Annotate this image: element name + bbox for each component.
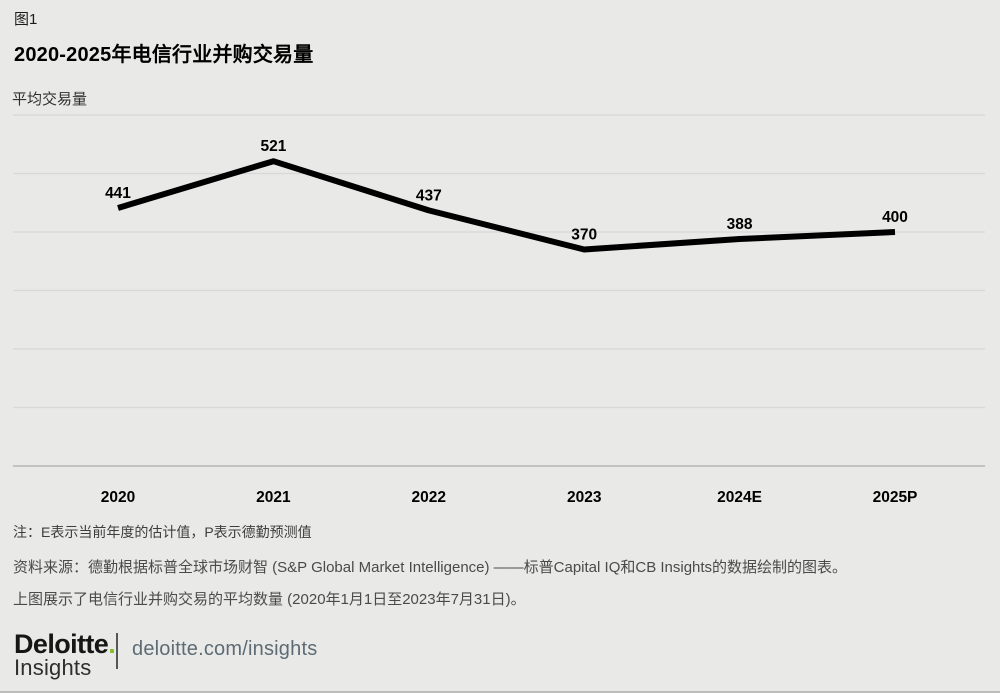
data-line: [117, 158, 896, 253]
deloitte-logo: Deloitte. Insights: [14, 629, 116, 680]
source-line-1: 资料来源：德勤根据标普全球市场财智 (S&P Global Market Int…: [13, 559, 848, 576]
brand-green-dot: .: [108, 629, 116, 659]
page-title: 2020-2025年电信行业并购交易量: [14, 44, 314, 66]
footer-divider: [116, 633, 118, 669]
data-label: 437: [416, 187, 442, 204]
source-line-2: 上图展示了电信行业并购交易的平均数量 (2020年1月1日至2023年7月31日…: [13, 591, 526, 608]
y-axis-label: 平均交易量: [12, 91, 88, 108]
source-text: 资料来源：德勤根据标普全球市场财智 (S&P Global Market Int…: [13, 552, 973, 616]
data-label: 400: [882, 209, 908, 226]
brand-wordmark: Deloitte.: [14, 629, 116, 659]
x-axis-label: 2020: [101, 489, 135, 506]
line-chart-svg: 441 521 437 370 388 400 2020 2021 2022 2023 2024E 2…: [13, 114, 985, 506]
x-axis-label: 2022: [412, 489, 446, 506]
x-axis-label: 2021: [256, 489, 291, 506]
data-label: 370: [571, 227, 597, 244]
brand-sub-wordmark: Insights: [14, 655, 92, 680]
brand-name: Deloitte: [14, 629, 109, 659]
data-label: 441: [105, 185, 131, 202]
x-axis-label: 2024E: [717, 489, 762, 506]
x-axis-label: 2025P: [873, 489, 918, 506]
chart-note: 注：E表示当前年度的估计值，P表示德勤预测值: [13, 524, 312, 540]
x-axis-label: 2023: [567, 489, 602, 506]
data-label: 521: [260, 138, 286, 155]
figure-label: 图1: [14, 11, 38, 28]
footer-url-link[interactable]: deloitte.com/insights: [132, 638, 318, 660]
data-label: 388: [727, 216, 753, 233]
page-bottom-edge: [0, 691, 1000, 693]
line-chart: 441 521 437 370 388 400 2020 2021 2022 2023 2024E 2…: [13, 110, 985, 510]
